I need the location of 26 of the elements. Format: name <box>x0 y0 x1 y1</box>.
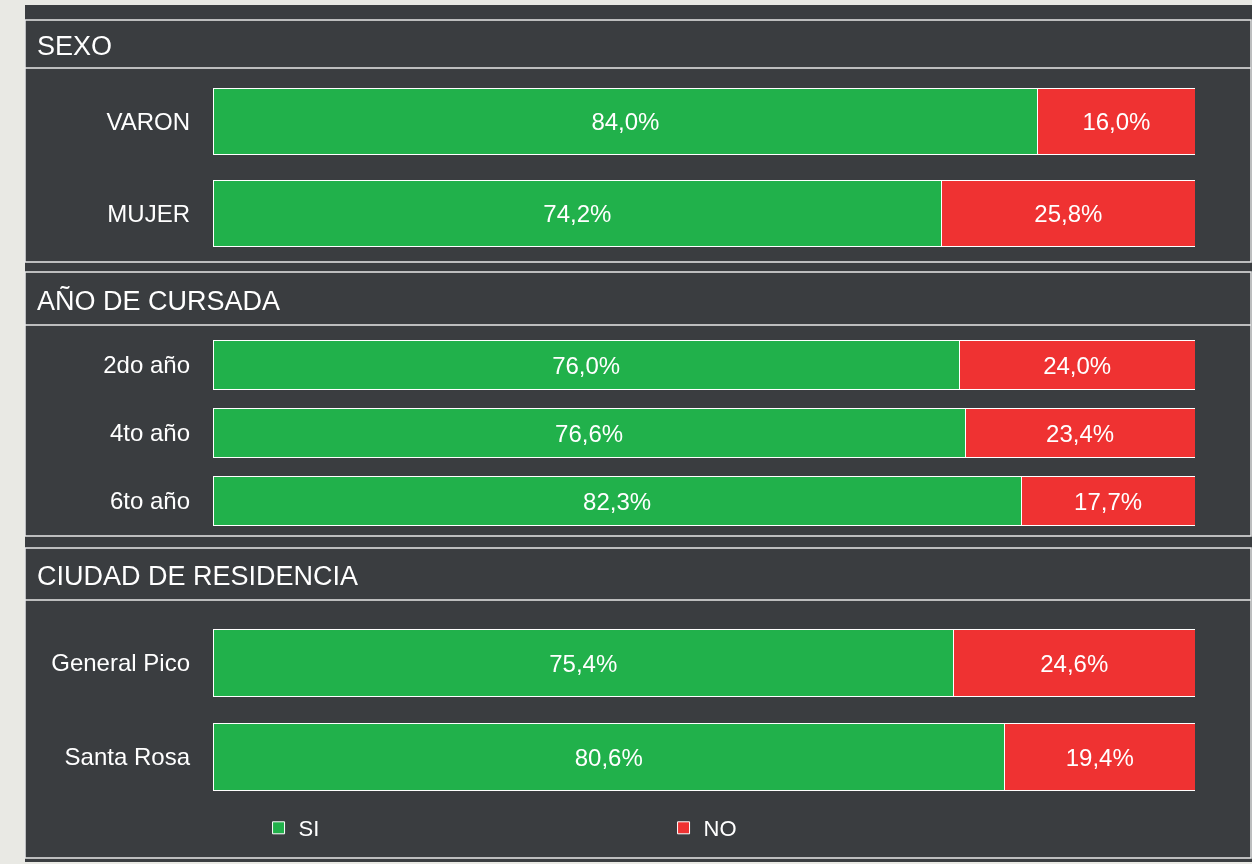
data-label: 82,3% <box>583 487 652 515</box>
data-label: 23,4% <box>1046 419 1115 447</box>
data-label: 19,4% <box>1065 743 1134 771</box>
chart-title: SEXO <box>37 31 113 61</box>
data-label: 84,0% <box>591 107 660 135</box>
legend-label: SI <box>298 816 320 842</box>
data-label: 76,0% <box>552 351 621 379</box>
data-label: 74,2% <box>543 200 612 228</box>
y-tick-label: 4to año <box>109 419 190 447</box>
data-label: 76,6% <box>555 419 624 447</box>
y-tick-label: 6to año <box>109 487 190 515</box>
y-tick-label: MUJER <box>107 200 190 228</box>
chart-title: AÑO DE CURSADA <box>37 285 281 316</box>
y-tick-label: Santa Rosa <box>64 743 191 771</box>
y-tick-label: General Pico <box>51 649 190 677</box>
y-tick-label: VARON <box>106 107 190 135</box>
chart-title: CIUDAD DE RESIDENCIA <box>37 561 359 591</box>
data-label: 17,7% <box>1074 487 1143 515</box>
data-label: 24,6% <box>1040 649 1109 677</box>
legend-label: NO <box>703 816 737 842</box>
data-label: 24,0% <box>1043 351 1112 379</box>
data-label: 16,0% <box>1082 107 1151 135</box>
y-tick-label: 2do año <box>103 351 190 379</box>
data-label: 75,4% <box>549 649 618 677</box>
data-label: 80,6% <box>574 743 643 771</box>
data-label: 25,8% <box>1034 200 1103 228</box>
